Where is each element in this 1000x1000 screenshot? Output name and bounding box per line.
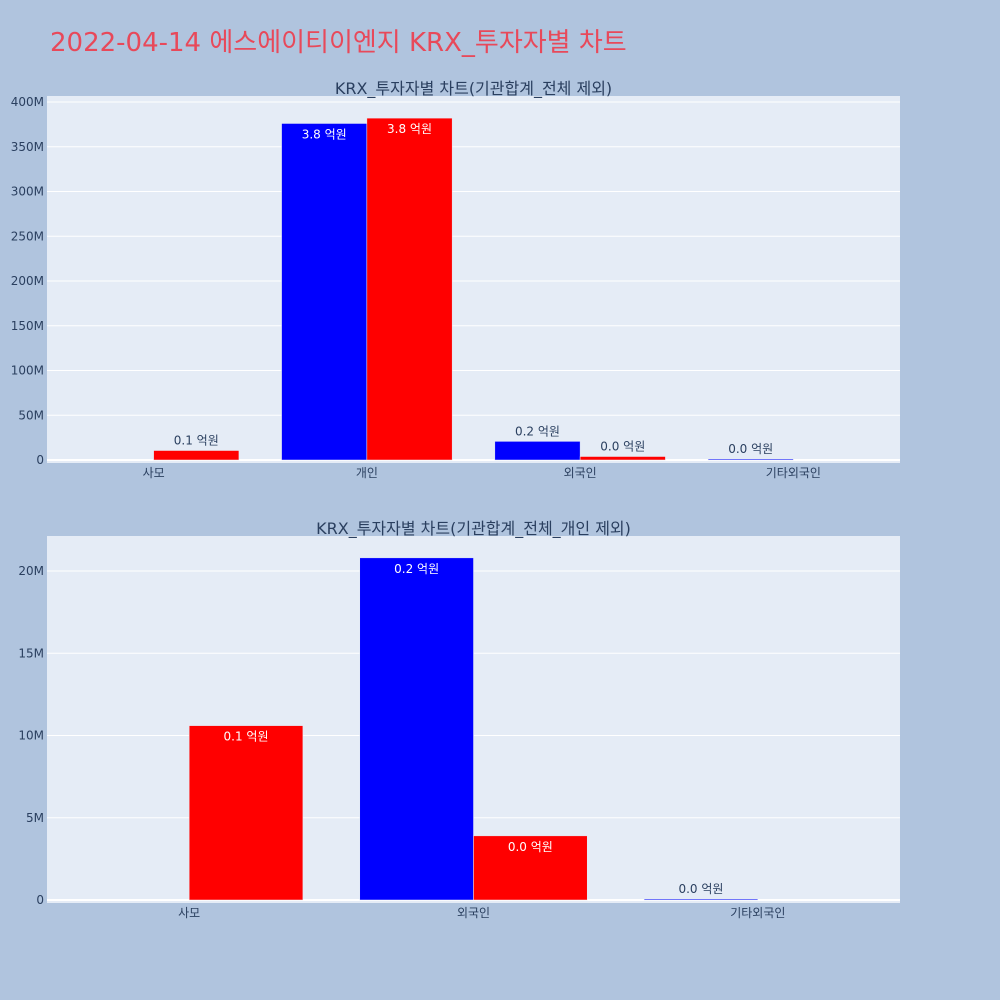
bar-data-label: 0.1 억원	[174, 434, 219, 448]
y-tick-label: 50M	[18, 408, 44, 422]
page-title: 2022-04-14 에스에이티이엔지 KRX_투자자별 차트	[50, 28, 627, 58]
bar-data-label: 0.2 억원	[394, 562, 439, 576]
bar	[494, 441, 581, 461]
y-tick-label: 150M	[11, 319, 44, 333]
x-tick-label: 외국인	[564, 466, 597, 480]
y-tick-label: 300M	[11, 185, 44, 199]
bar-data-label: 0.2 억원	[515, 424, 560, 438]
x-tick-label: 기타외국인	[730, 906, 785, 920]
x-tick-label: 사모	[143, 466, 165, 480]
bar-data-label: 3.8 억원	[387, 122, 432, 136]
y-tick-label: 250M	[11, 229, 44, 243]
y-tick-label: 15M	[18, 646, 44, 660]
bar-data-label: 0.0 억원	[600, 440, 645, 454]
bar-data-label: 0.0 억원	[678, 882, 723, 896]
chart-title: KRX_투자자별 차트(기관합계_전체 제외)	[335, 79, 612, 99]
y-tick-label: 0	[36, 893, 44, 907]
bar	[643, 898, 759, 901]
x-tick-label: 외국인	[457, 906, 490, 920]
y-tick-label: 400M	[11, 95, 44, 109]
bar-data-label: 0.1 억원	[224, 730, 269, 744]
bar	[707, 458, 794, 461]
y-tick-label: 5M	[26, 811, 44, 825]
bar	[153, 450, 240, 461]
x-tick-label: 개인	[356, 466, 378, 480]
y-tick-label: 100M	[11, 364, 44, 378]
plot-area	[47, 96, 900, 463]
y-tick-label: 10M	[18, 729, 44, 743]
chart-1: 0 50M 100M 150M 200M 250M 300M 350M 400M KRX_투자자별…	[11, 79, 900, 480]
bar-data-label: 0.0 억원	[728, 442, 773, 456]
y-tick-label: 0	[36, 453, 44, 467]
bar	[366, 117, 453, 461]
bar	[359, 557, 474, 901]
chart-2: 0 5M 10M 15M 20M KRX_투자자별 차트(기관합계_전체_개인 제외) 사모…	[18, 519, 900, 920]
bar-data-label: 0.0 억원	[508, 840, 553, 854]
chart-title: KRX_투자자별 차트(기관합계_전체_개인 제외)	[316, 519, 631, 539]
bar	[579, 456, 666, 461]
bar-data-label: 3.8 억원	[302, 127, 347, 141]
y-tick-label: 20M	[18, 564, 44, 578]
bar	[473, 835, 588, 901]
x-tick-label: 기타외국인	[766, 466, 821, 480]
y-tick-label: 200M	[11, 274, 44, 288]
x-tick-label: 사모	[178, 906, 200, 920]
bar	[188, 725, 304, 901]
y-tick-label: 350M	[11, 140, 44, 154]
bar	[281, 123, 368, 461]
